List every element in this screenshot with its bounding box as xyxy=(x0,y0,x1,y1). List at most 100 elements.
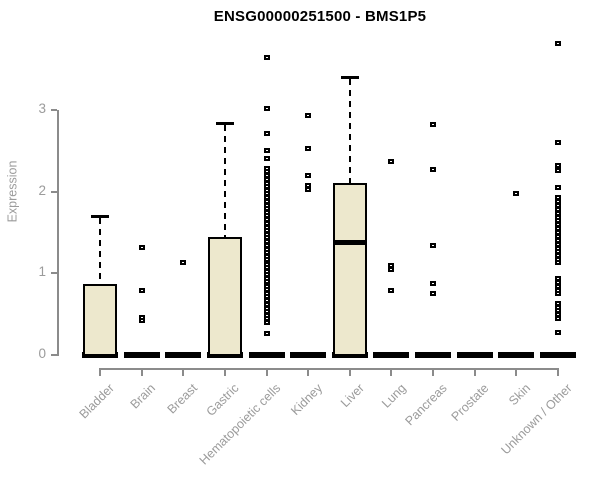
x-category-label-text: Liver xyxy=(337,381,367,411)
outlier-point-hematopoietic-cells xyxy=(263,176,270,182)
outlier-point-hematopoietic-cells xyxy=(263,169,270,175)
x-axis-tick xyxy=(140,370,143,376)
outlier-point-unknown-other xyxy=(554,283,561,289)
outlier-point-hematopoietic-cells xyxy=(263,250,270,256)
outlier-point-hematopoietic-cells xyxy=(263,191,270,197)
x-category-label-text: Lung xyxy=(378,381,409,411)
outlier-point-pancreas xyxy=(430,290,437,296)
whisker-line-bladder xyxy=(99,218,101,284)
box-gastric xyxy=(207,237,242,356)
outlier-point-unknown-other xyxy=(554,195,561,201)
y-tick-label: 2 xyxy=(38,182,46,198)
x-axis-tick xyxy=(223,370,226,376)
outlier-point-unknown-other xyxy=(554,41,561,47)
outlier-point-hematopoietic-cells xyxy=(263,286,270,292)
zero-bar-kidney xyxy=(290,352,327,358)
outlier-point-brain xyxy=(138,317,145,323)
outlier-point-unknown-other xyxy=(554,308,561,314)
x-category-label-text: Skin xyxy=(506,381,534,409)
y-axis-tick xyxy=(51,108,57,111)
outlier-point-unknown-other xyxy=(554,184,561,190)
outlier-point-unknown-other xyxy=(554,222,561,228)
x-axis-tick xyxy=(348,370,351,376)
x-category-label-text: Pancreas xyxy=(402,381,450,429)
x-category-label-text: Hematopoietic cells xyxy=(196,381,284,468)
outlier-point-unknown-other xyxy=(554,253,561,259)
outlier-point-unknown-other xyxy=(554,312,561,318)
x-category-label-text: Bladder xyxy=(76,381,117,422)
outlier-point-hematopoietic-cells xyxy=(263,308,270,314)
x-axis-line xyxy=(99,368,559,370)
x-axis-tick xyxy=(390,370,393,376)
outlier-point-hematopoietic-cells xyxy=(263,148,270,154)
zero-bar-pancreas xyxy=(415,352,452,358)
box-bladder xyxy=(83,283,117,356)
outlier-point-hematopoietic-cells xyxy=(263,330,270,336)
median-line-liver xyxy=(334,240,365,246)
x-category-label-text: Prostate xyxy=(448,381,492,424)
y-axis-tick xyxy=(51,354,57,356)
zero-bar-prostate xyxy=(456,352,493,358)
whisker-cap-liver xyxy=(340,76,359,80)
outlier-point-lung xyxy=(388,288,395,294)
whisker-cap-gastric xyxy=(215,122,234,126)
y-tick-label: 0 xyxy=(38,346,46,361)
y-axis-line xyxy=(57,109,59,356)
outlier-point-hematopoietic-cells xyxy=(263,294,270,300)
outlier-point-breast xyxy=(180,259,187,265)
y-axis-tick xyxy=(51,272,57,275)
outlier-point-unknown-other xyxy=(554,330,561,336)
x-category-label-text: Brain xyxy=(127,381,159,412)
outlier-point-hematopoietic-cells xyxy=(263,316,270,322)
outlier-point-lung xyxy=(388,267,395,273)
zero-bar-skin xyxy=(498,352,535,358)
outlier-point-hematopoietic-cells xyxy=(263,279,270,285)
outlier-point-unknown-other xyxy=(554,202,561,208)
x-axis-tick xyxy=(307,370,310,376)
outlier-point-unknown-other xyxy=(554,139,561,145)
outlier-point-brain xyxy=(138,245,145,251)
outlier-point-hematopoietic-cells xyxy=(263,220,270,226)
whisker-cap-bladder xyxy=(91,215,109,219)
outlier-point-unknown-other xyxy=(554,241,561,247)
x-category-label-text: Kidney xyxy=(288,381,326,418)
outlier-point-kidney xyxy=(305,146,312,152)
outlier-point-brain xyxy=(138,287,145,293)
outlier-point-hematopoietic-cells xyxy=(263,272,270,278)
outlier-point-unknown-other xyxy=(554,316,561,322)
outlier-point-hematopoietic-cells xyxy=(263,242,270,248)
outlier-point-hematopoietic-cells xyxy=(263,264,270,270)
outlier-point-hematopoietic-cells xyxy=(263,156,270,162)
outlier-point-hematopoietic-cells xyxy=(263,320,270,326)
outlier-point-hematopoietic-cells xyxy=(263,235,270,241)
outlier-point-hematopoietic-cells xyxy=(263,213,270,219)
outlier-point-pancreas xyxy=(430,281,437,287)
outlier-point-lung xyxy=(388,263,395,269)
outlier-point-unknown-other xyxy=(554,259,561,265)
x-axis-tick xyxy=(432,370,435,376)
zero-bar-breast xyxy=(165,352,202,358)
x-axis-tick xyxy=(182,370,185,376)
y-tick-label: 1 xyxy=(38,264,46,280)
outlier-point-unknown-other xyxy=(554,300,561,306)
outlier-point-unknown-other xyxy=(554,210,561,216)
outlier-point-hematopoietic-cells xyxy=(263,198,270,204)
x-category-label-text: Gastric xyxy=(203,381,242,419)
outlier-point-pancreas xyxy=(430,242,437,248)
zero-bar-unknown-other xyxy=(539,352,576,358)
outlier-point-skin xyxy=(513,191,520,197)
x-axis-tick xyxy=(99,370,101,376)
outlier-point-hematopoietic-cells xyxy=(263,130,270,136)
outlier-point-unknown-other xyxy=(554,218,561,224)
outlier-point-hematopoietic-cells xyxy=(263,54,270,60)
outlier-point-unknown-other xyxy=(554,226,561,232)
x-category-label-text: Breast xyxy=(164,381,201,417)
x-axis-tick xyxy=(473,370,476,376)
outlier-point-unknown-other xyxy=(554,233,561,239)
outlier-point-unknown-other xyxy=(554,290,561,296)
x-axis-tick xyxy=(556,370,559,376)
outlier-point-unknown-other xyxy=(554,206,561,212)
y-axis-tick xyxy=(51,190,57,193)
